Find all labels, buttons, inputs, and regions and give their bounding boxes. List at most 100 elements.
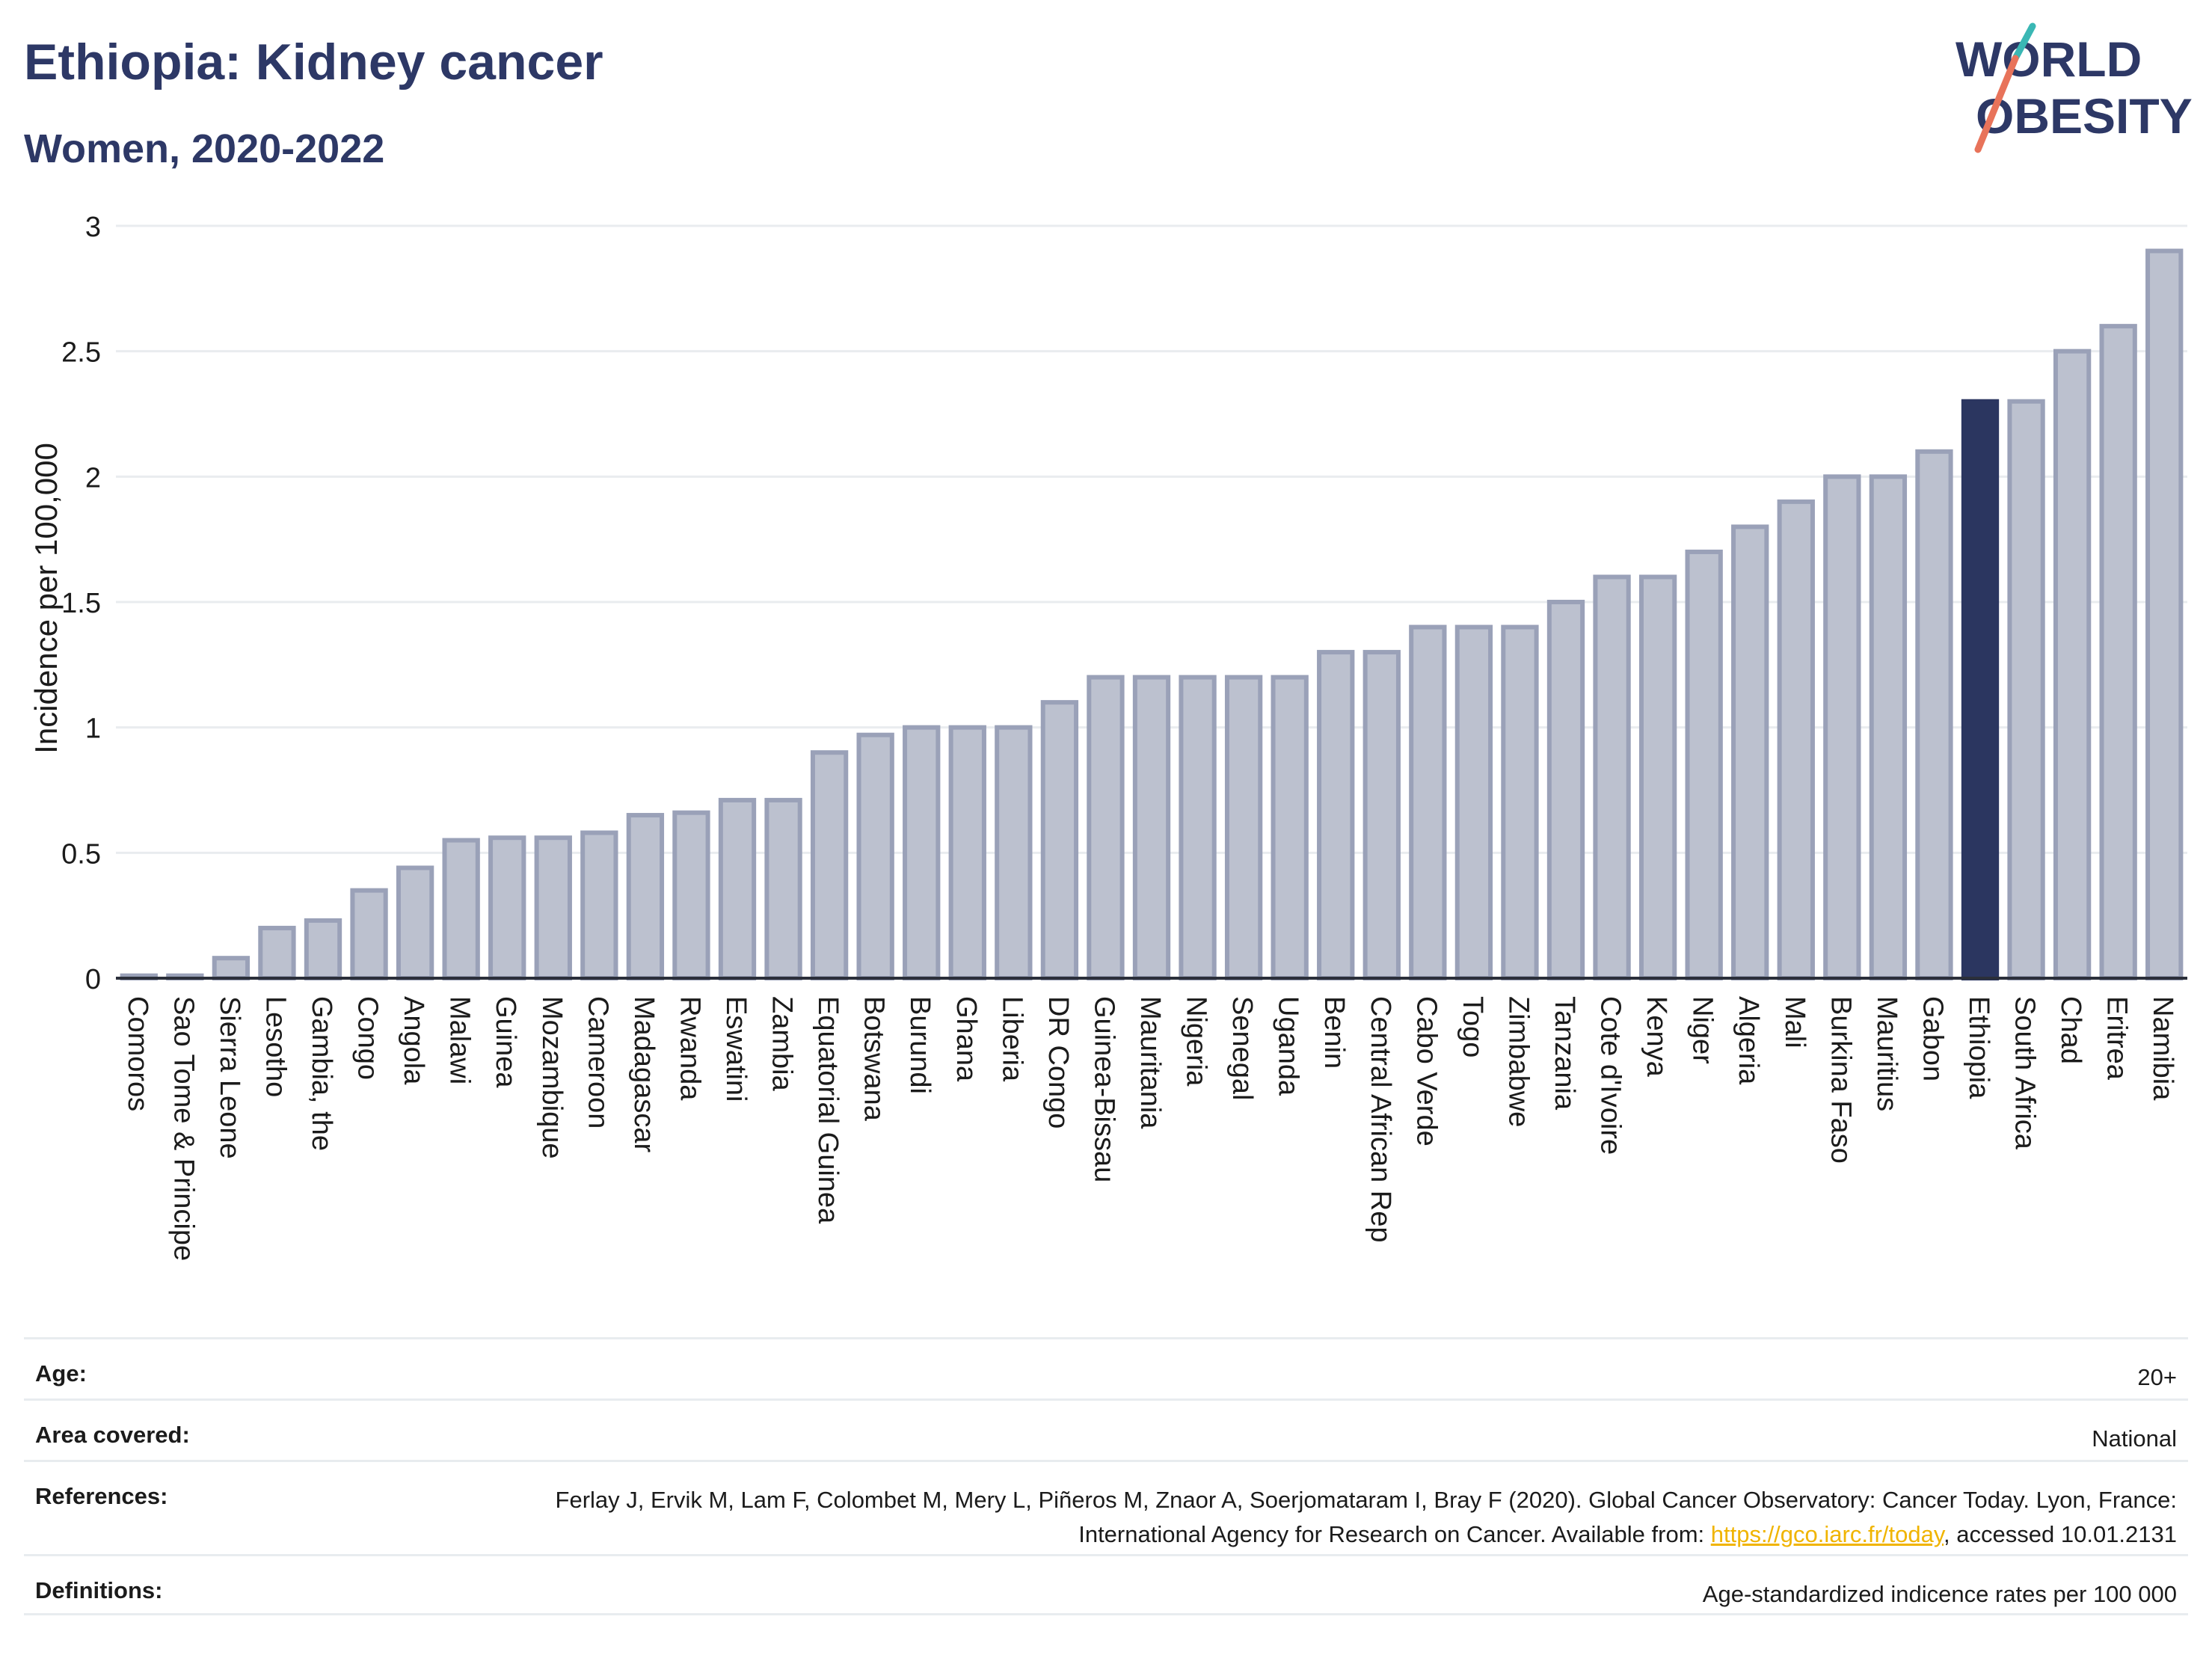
meta-row-area: Area covered: National <box>24 1398 2188 1460</box>
chart-title: Ethiopia: Kidney cancer <box>24 34 603 90</box>
x-tick-label: Cameroon <box>582 996 613 1129</box>
x-tick-label: Tanzania <box>1549 996 1580 1111</box>
x-tick-label: Gabon <box>1917 996 1948 1081</box>
x-tick-label: Zimbabwe <box>1502 996 1534 1127</box>
bar <box>2053 348 2092 980</box>
logo-slash-coral <box>1974 55 2019 153</box>
x-tick-label: Comoros <box>122 996 153 1111</box>
bar <box>2007 399 2045 980</box>
bar <box>1777 499 1815 981</box>
x-tick-label: Lesotho <box>259 996 291 1097</box>
x-tick-label: Nigeria <box>1181 996 1212 1087</box>
x-tick-label: Kenya <box>1641 996 1672 1078</box>
bar <box>856 732 894 981</box>
references-accessed: , accessed 10.01.2131 <box>1944 1521 2177 1547</box>
y-tick-label: 3 <box>85 212 101 243</box>
bar <box>1087 675 1125 980</box>
x-tick-label: Cabo Verde <box>1410 996 1442 1146</box>
area-value: National <box>2092 1425 2177 1452</box>
references-link[interactable]: https://gco.iarc.fr/today <box>1710 1521 1944 1547</box>
bar <box>810 750 849 980</box>
x-tick-label: Liberia <box>996 996 1027 1082</box>
bar-chart: 0 0.5 1 1.5 2 2.5 3 Comoros Sao Tome & Principe S… <box>28 212 2187 1261</box>
age-label: Age: <box>35 1360 87 1387</box>
metadata-table: Age: 20+ Area covered: National Referenc… <box>24 1337 2188 1615</box>
bar <box>1362 650 1401 980</box>
bar <box>1961 399 2000 980</box>
bar <box>1546 600 1585 980</box>
bar <box>2145 248 2184 981</box>
bar <box>1869 474 1908 981</box>
y-tick-label: 0.5 <box>61 838 101 870</box>
x-tick-label: Benin <box>1318 996 1350 1069</box>
logo-text-line1: WORLD <box>1956 31 2142 87</box>
y-tick-label: 2.5 <box>61 337 101 369</box>
x-tick-label: Sierra Leone <box>214 996 245 1159</box>
x-tick-label: DR Congo <box>1042 996 1074 1129</box>
bar <box>1179 675 1217 980</box>
x-tick-label: Guinea-Bissau <box>1088 996 1119 1182</box>
x-tick-label: Mali <box>1779 996 1810 1048</box>
meta-row-age: Age: 20+ <box>24 1337 2188 1398</box>
bar <box>212 956 251 981</box>
bar <box>1501 624 1539 980</box>
x-tick-label: Congo <box>352 996 384 1080</box>
x-tick-label: Equatorial Guinea <box>812 996 844 1224</box>
bar <box>1454 624 1493 980</box>
y-tick-label: 0 <box>85 964 101 995</box>
x-tick-label: Eswatini <box>720 996 752 1102</box>
bar <box>396 865 434 980</box>
x-tick-label: Mauritius <box>1871 996 1902 1111</box>
y-tick-label: 1 <box>85 713 101 745</box>
x-tick-label: Guinea <box>490 996 521 1088</box>
logo-slash-teal <box>2012 22 2036 62</box>
bar <box>442 838 480 980</box>
x-tick-label: Sao Tome & Principe <box>168 996 199 1261</box>
x-tick-label: Ethiopia <box>1963 996 1994 1099</box>
x-tick-label: Burundi <box>904 996 936 1094</box>
x-tick-label: Namibia <box>2147 996 2178 1101</box>
references-text: Ferlay J, Ervik M, Lam F, Colombet M, Me… <box>555 1487 2177 1547</box>
y-axis-label: Incidence per 100,000 <box>28 443 64 754</box>
x-tick-label: Botswana <box>858 996 890 1122</box>
bar <box>580 830 618 980</box>
bar <box>764 797 802 980</box>
bar <box>1224 675 1263 980</box>
y-tick-label: 1.5 <box>61 588 101 619</box>
x-tick-label: Zambia <box>766 996 798 1092</box>
x-tick-label: Mauritania <box>1134 996 1166 1129</box>
definitions-value: Age-standardized indicence rates per 100… <box>1702 1581 2177 1607</box>
chart-subtitle: Women, 2020-2022 <box>24 126 385 171</box>
bar <box>1685 549 1723 980</box>
meta-row-definitions: Definitions: Age-standardized indicence … <box>24 1554 2188 1615</box>
logo-text-line2: OBESITY <box>1976 88 2193 144</box>
x-tick-label: Gambia, the <box>306 996 337 1151</box>
x-tick-label: Rwanda <box>674 996 705 1101</box>
x-tick-label: Malawi <box>444 996 476 1084</box>
x-tick-label: Central African Rep <box>1365 996 1396 1243</box>
x-tick-label: Togo <box>1457 996 1488 1057</box>
x-tick-label: Angola <box>398 996 429 1085</box>
bar <box>1915 449 1953 980</box>
axes: 0 0.5 1 1.5 2 2.5 3 Comoros Sao Tome & Principe S… <box>61 212 2187 1261</box>
bar <box>1731 524 1769 980</box>
bar <box>1271 675 1309 980</box>
x-tick-label: Chad <box>2055 996 2086 1064</box>
bar <box>948 725 986 981</box>
bar <box>350 888 388 981</box>
x-tick-label: Algeria <box>1733 996 1764 1085</box>
bar <box>1317 650 1355 980</box>
bar <box>1132 675 1171 980</box>
area-label: Area covered: <box>35 1422 190 1448</box>
x-tick-label: Mozambique <box>536 996 568 1159</box>
x-tick-label: Niger <box>1687 996 1718 1064</box>
bar <box>488 835 526 980</box>
bar <box>258 925 296 981</box>
bar <box>1040 700 1079 981</box>
bar <box>903 725 941 981</box>
y-tick-label: 2 <box>85 462 101 494</box>
bar <box>304 918 342 981</box>
meta-row-references: References: Ferlay J, Ervik M, Lam F, Co… <box>24 1460 2188 1554</box>
bar <box>534 835 572 980</box>
world-obesity-logo: WORLD OBESITY <box>1956 22 2193 153</box>
